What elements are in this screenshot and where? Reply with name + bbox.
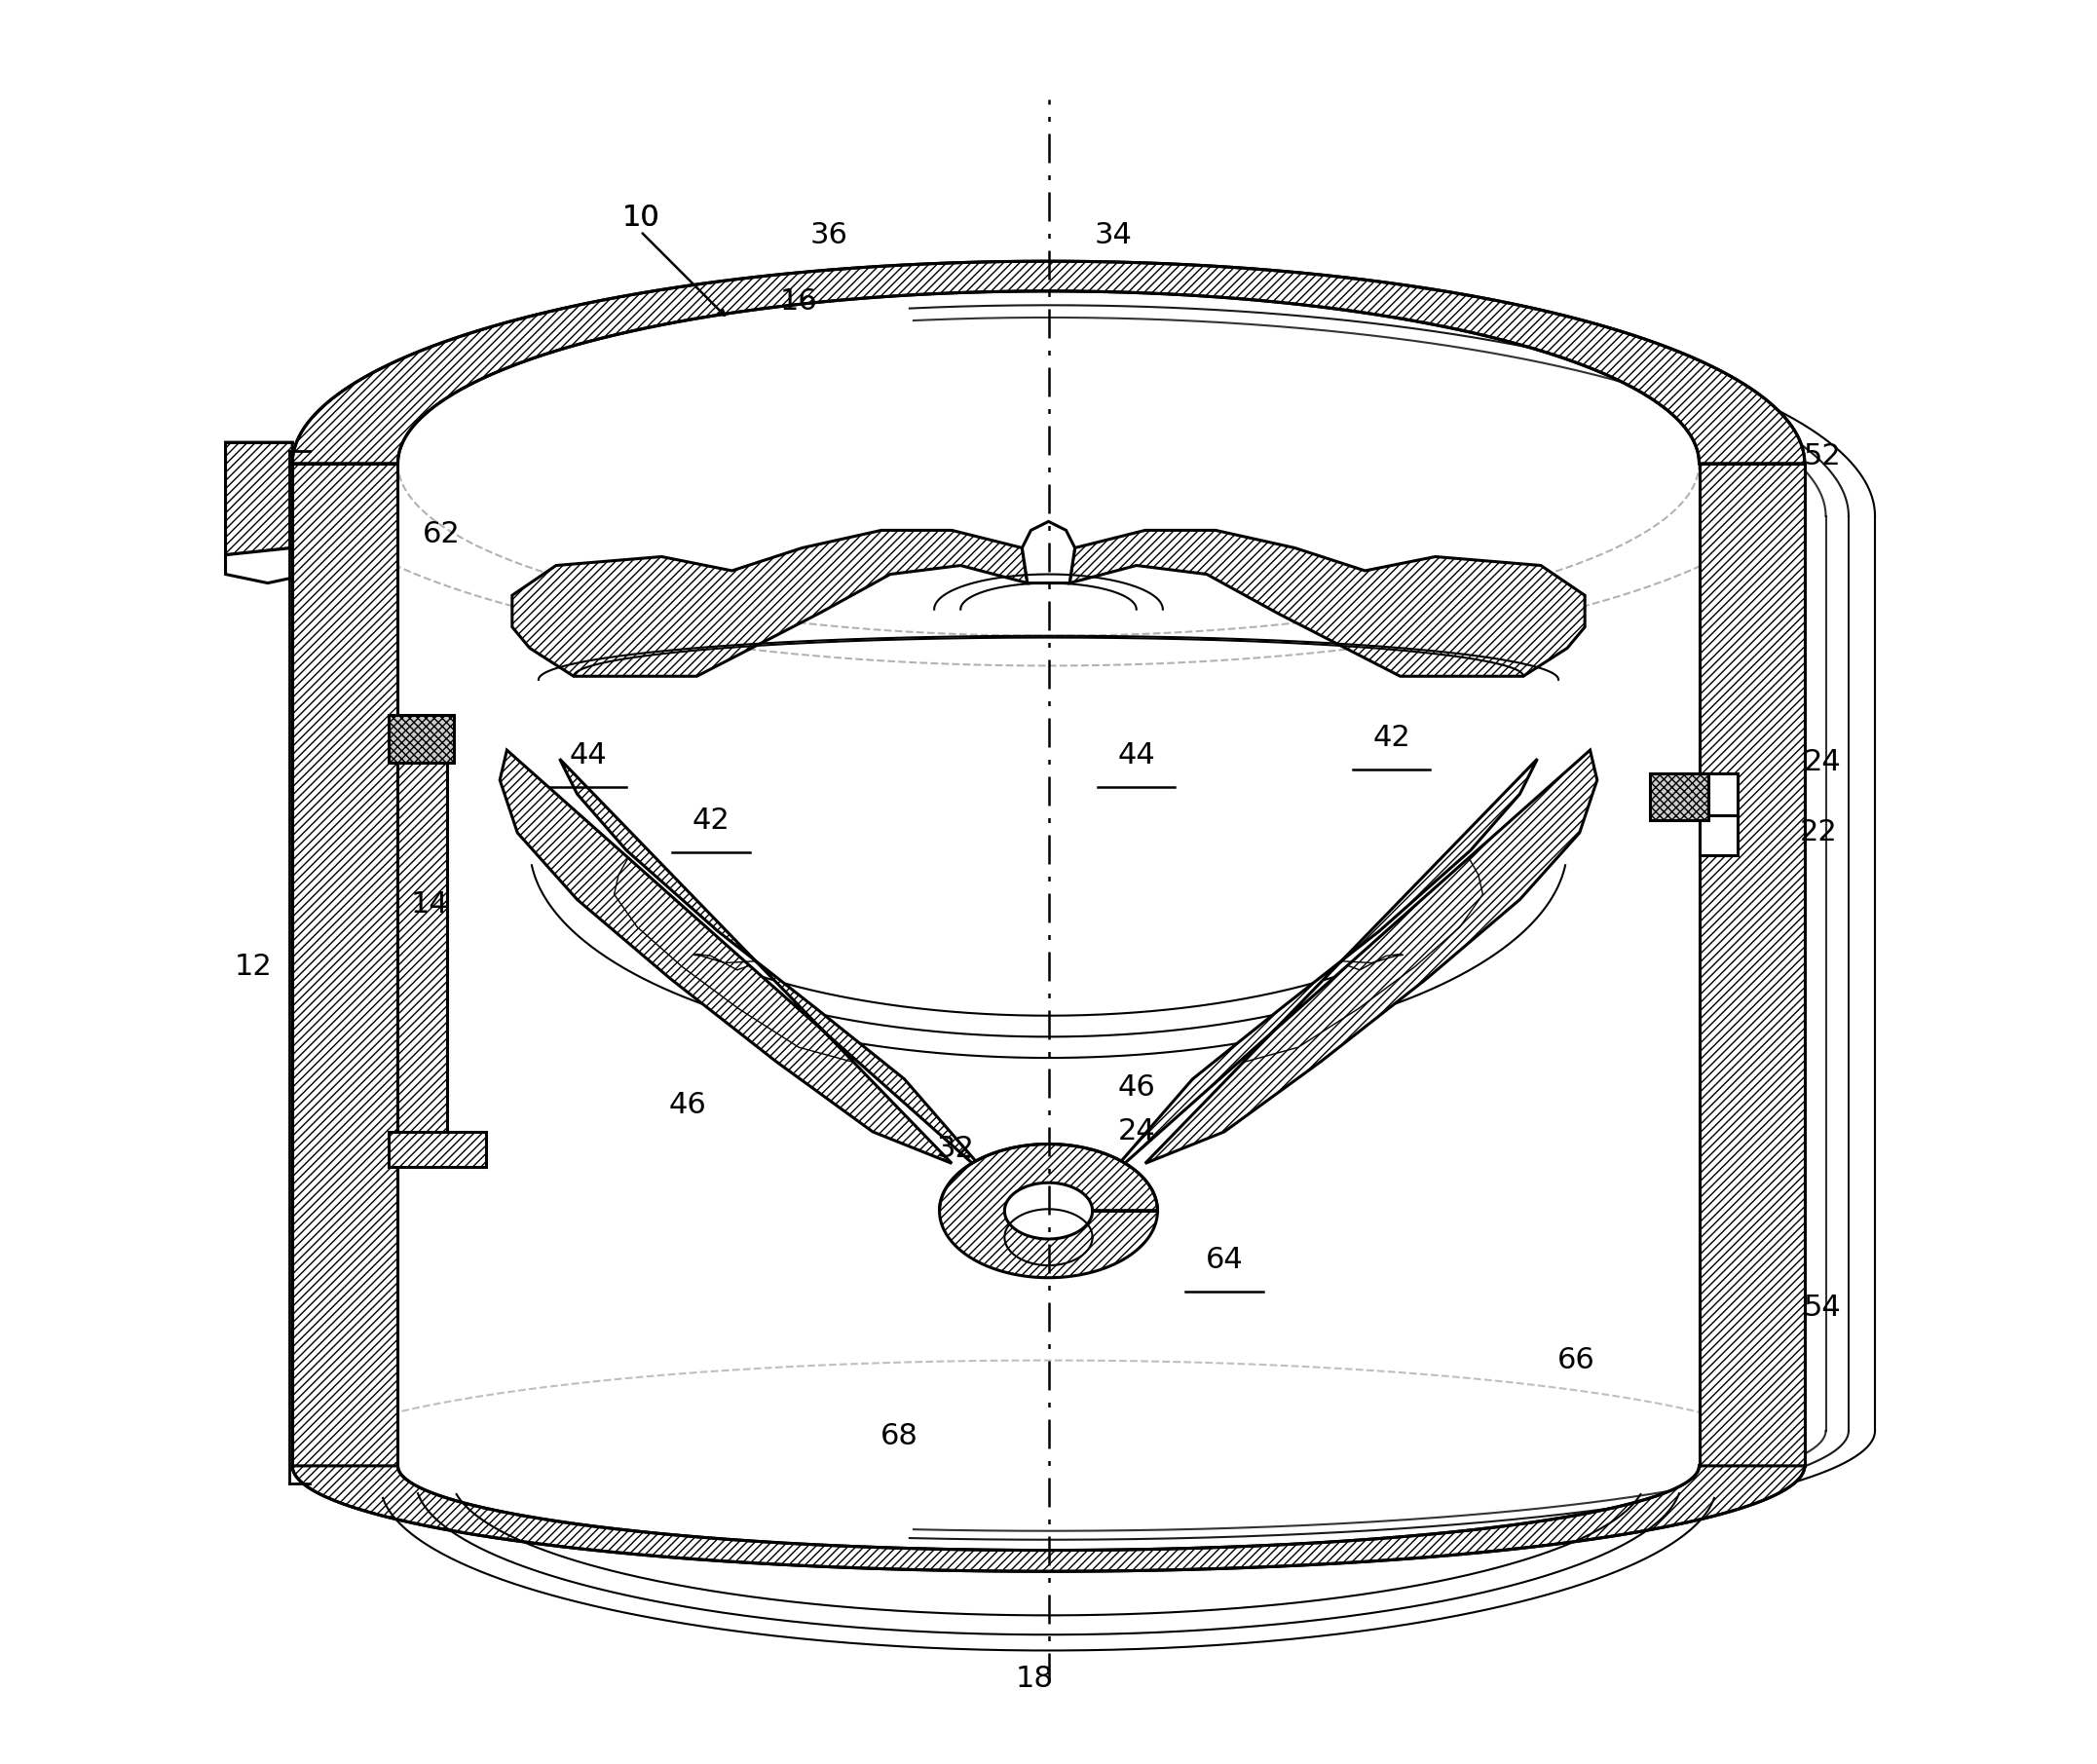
Text: 46: 46	[669, 1092, 707, 1120]
Polygon shape	[1021, 522, 1076, 584]
Text: 12: 12	[235, 953, 273, 981]
Text: 68: 68	[881, 1422, 918, 1450]
Polygon shape	[390, 714, 455, 762]
Text: 22: 22	[1799, 818, 1837, 847]
Text: 32: 32	[937, 1136, 975, 1164]
Polygon shape	[1069, 531, 1585, 676]
Polygon shape	[398, 732, 447, 1138]
Text: 42: 42	[1374, 723, 1411, 751]
Polygon shape	[939, 1145, 1158, 1277]
Text: 44: 44	[568, 741, 606, 769]
Polygon shape	[499, 750, 992, 1180]
Text: 14: 14	[411, 891, 449, 919]
Text: 64: 64	[1206, 1245, 1244, 1274]
Text: 24: 24	[1803, 748, 1841, 776]
Polygon shape	[226, 549, 291, 584]
Polygon shape	[226, 443, 291, 556]
Polygon shape	[390, 1132, 487, 1168]
Text: 36: 36	[809, 220, 847, 249]
Text: 24: 24	[1118, 1118, 1155, 1147]
Polygon shape	[1699, 773, 1738, 815]
Polygon shape	[906, 291, 1875, 1551]
Polygon shape	[291, 1466, 1806, 1572]
Text: 34: 34	[1095, 220, 1132, 249]
Text: 54: 54	[1803, 1293, 1841, 1321]
Text: 46: 46	[1118, 1074, 1155, 1102]
Polygon shape	[1650, 773, 1707, 820]
Text: 16: 16	[780, 288, 818, 316]
Text: 10: 10	[621, 203, 658, 231]
Polygon shape	[1105, 750, 1598, 1180]
Text: 44: 44	[1118, 741, 1155, 769]
Text: 10: 10	[621, 203, 658, 231]
Text: 62: 62	[424, 520, 461, 549]
Polygon shape	[291, 464, 398, 1466]
Text: 18: 18	[1015, 1665, 1053, 1693]
Text: 66: 66	[1558, 1346, 1596, 1374]
Polygon shape	[1699, 815, 1738, 856]
Polygon shape	[1699, 464, 1806, 1466]
Polygon shape	[512, 531, 1028, 676]
Polygon shape	[291, 261, 1806, 464]
Polygon shape	[398, 446, 1699, 1484]
Text: 42: 42	[692, 806, 730, 834]
Text: 52: 52	[1803, 443, 1841, 471]
